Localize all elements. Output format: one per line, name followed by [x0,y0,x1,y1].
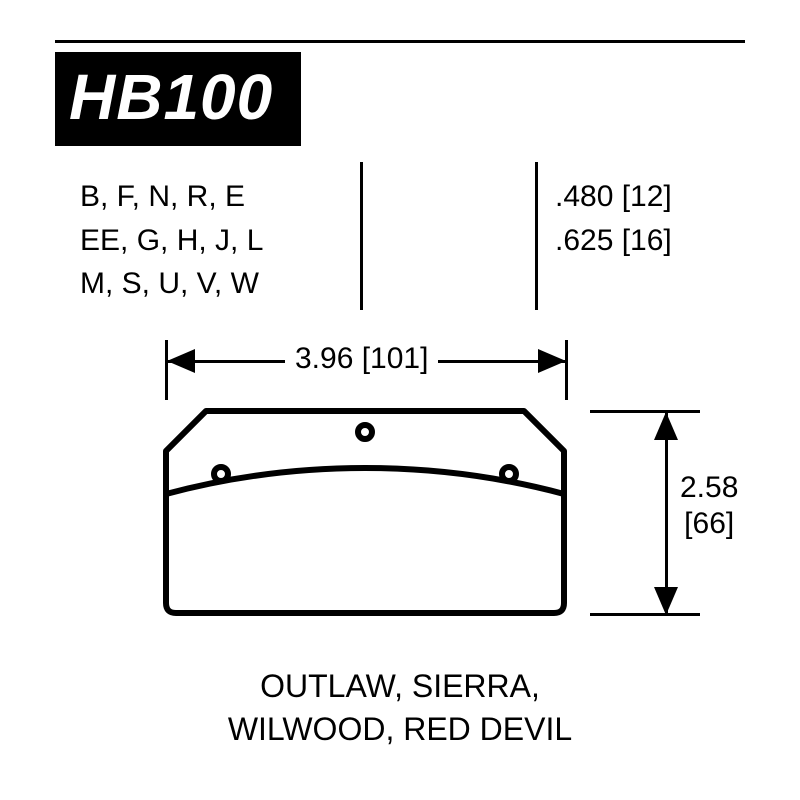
arrow-left-icon [167,349,195,373]
pad-dimension-diagram: 3.96 [101] 2.58 [66] [55,330,745,710]
height-dimension-label: 2.58 [66] [680,470,738,542]
pad-mounting-hole [214,467,228,481]
height-extension-line [590,410,700,413]
pad-mounting-hole [358,425,372,439]
arrow-down-icon [654,587,678,615]
thickness-option: .625 [16] [555,219,672,263]
caliper-line: WILWOOD, RED DEVIL [0,708,800,751]
compound-codes-line: B, F, N, R, E [80,175,263,219]
height-dim-mm: [66] [680,506,738,542]
compound-codes-line: M, S, U, V, W [80,262,263,306]
thickness-list: .480 [12] .625 [16] [555,175,672,262]
compound-codes-line: EE, G, H, J, L [80,219,263,263]
column-divider [360,162,363,310]
caliper-compatibility-list: OUTLAW, SIERRA, WILWOOD, RED DEVIL [0,665,800,751]
top-divider-rule [55,40,745,43]
caliper-line: OUTLAW, SIERRA, [0,665,800,708]
height-dimension-line [665,410,668,615]
arrow-right-icon [538,349,566,373]
column-divider [535,162,538,310]
arrow-up-icon [654,412,678,440]
thickness-option: .480 [12] [555,175,672,219]
part-number-header: HB100 [55,52,301,146]
compound-code-list: B, F, N, R, E EE, G, H, J, L M, S, U, V,… [80,175,263,306]
height-dim-inches: 2.58 [680,470,738,506]
pad-mounting-hole [502,467,516,481]
pad-outline-svg [163,408,573,622]
width-dimension-label: 3.96 [101] [285,342,438,376]
height-extension-line [590,613,700,616]
